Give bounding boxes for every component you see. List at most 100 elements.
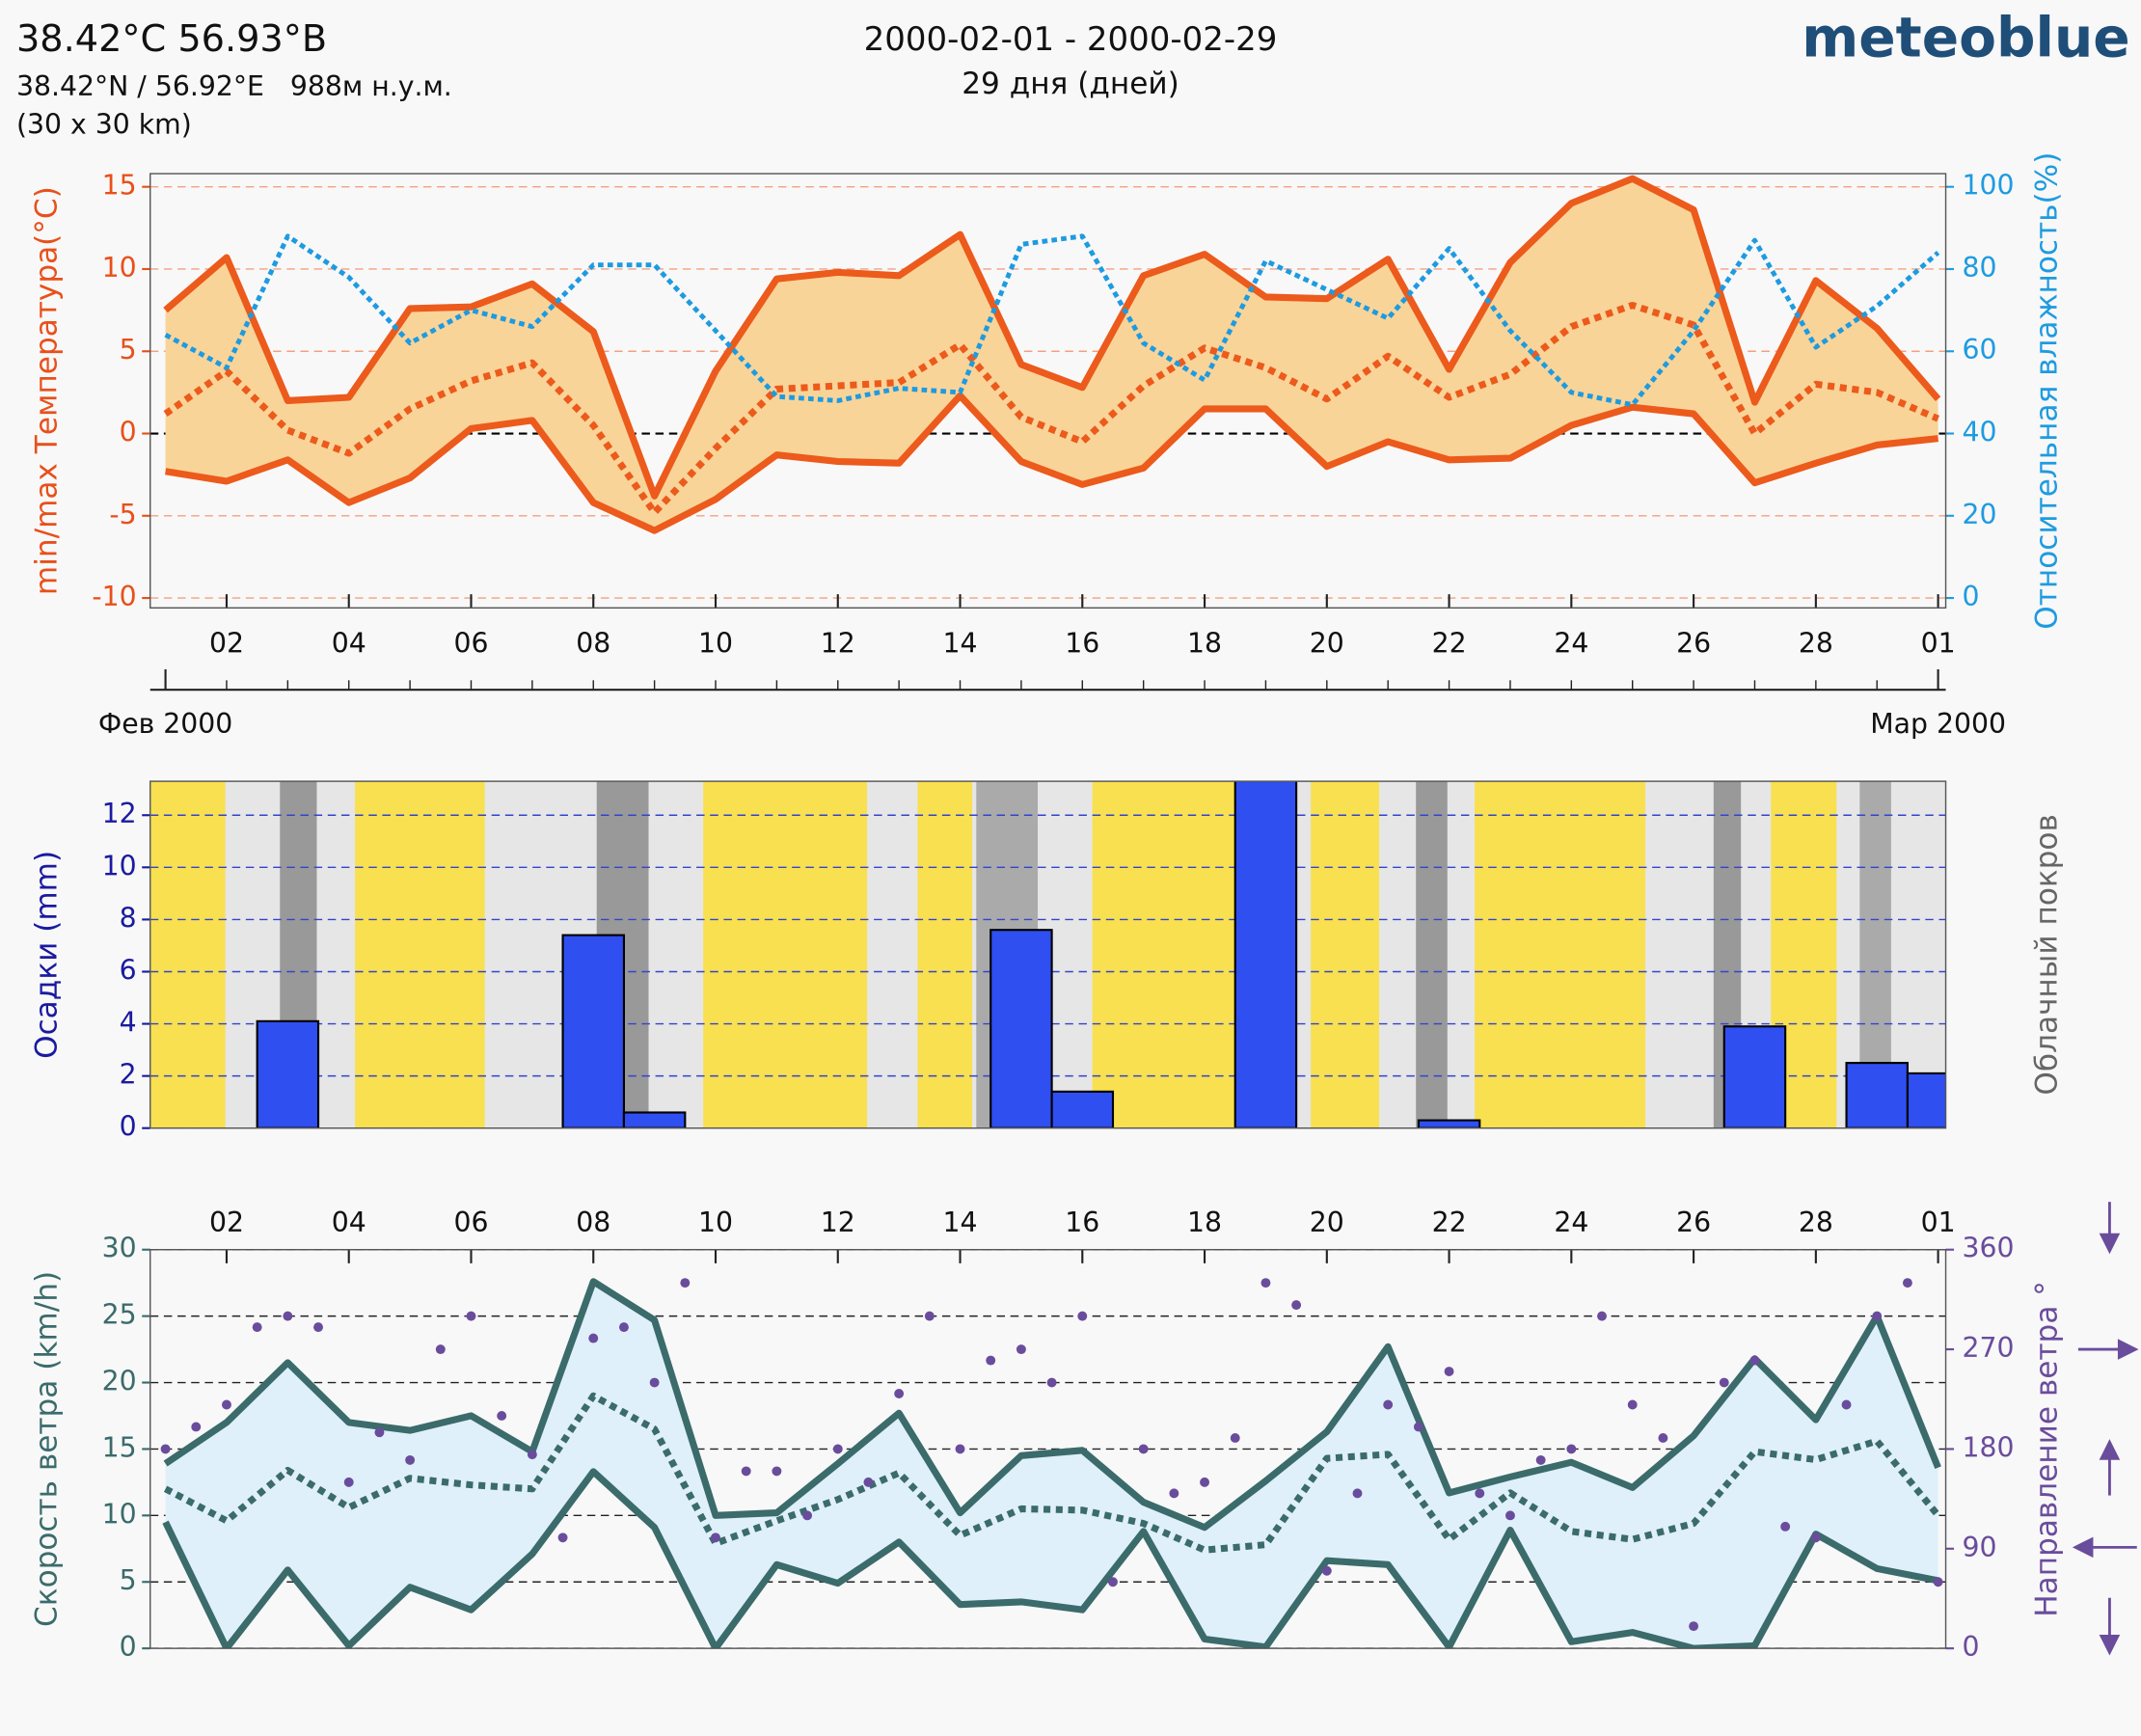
x-tick-label: 08: [576, 1207, 610, 1238]
y-tick-label: 5: [120, 334, 137, 366]
wind-direction-point: [1597, 1311, 1607, 1321]
wind-direction-point: [955, 1444, 965, 1454]
wind-direction-point: [1138, 1444, 1149, 1454]
wind-direction-point: [1841, 1399, 1852, 1410]
x-tick-label: 04: [332, 628, 366, 660]
precip-bar: [1845, 1062, 1909, 1128]
y2-tick-label: 90: [1963, 1532, 1997, 1563]
y-tick-label: 5: [120, 1564, 137, 1596]
wind-direction-point: [222, 1399, 231, 1410]
x-tick-label: 02: [209, 628, 244, 660]
line: [163, 1278, 1941, 1532]
y-tick-label: 30: [102, 1233, 137, 1264]
wind-direction-point: [1933, 1577, 1943, 1587]
resolution: (30 x 30 km): [16, 109, 192, 141]
y2-tick-label: 20: [1963, 499, 1997, 530]
plot-area: [149, 175, 1946, 599]
wind-direction-point: [191, 1422, 202, 1432]
wind-direction-point: [1077, 1311, 1088, 1321]
y-tick-label: 0: [120, 417, 137, 448]
wind-direction-point: [557, 1533, 568, 1543]
wind-direction-point: [343, 1477, 354, 1487]
wind-direction-point: [649, 1377, 660, 1388]
y-tick-label: 8: [120, 902, 137, 934]
y2-tick-label: 100: [1963, 170, 2015, 202]
plot-frame: [149, 1249, 1947, 1649]
month-label: Мар 2000: [1870, 708, 2006, 740]
precip-bar: [1233, 781, 1298, 1128]
wind-direction-point: [1413, 1422, 1423, 1432]
y-axis-label: Осадки (mm): [30, 851, 65, 1059]
y2-tick-label: 360: [1963, 1233, 2015, 1264]
x-tick-label: 16: [1065, 628, 1099, 660]
wind-direction-point: [1383, 1399, 1394, 1410]
wind-direction-point: [618, 1322, 629, 1333]
x-tick-label: 14: [943, 628, 978, 660]
wind-direction-point: [711, 1533, 720, 1543]
x-tick-label: 01: [1921, 1207, 1956, 1238]
wind-direction-point: [1902, 1278, 1912, 1288]
x-tick-label: 08: [576, 628, 610, 660]
plot-frame: [149, 173, 1947, 609]
day-count: 29 дня (дней): [962, 67, 1179, 101]
wind-direction-point: [1291, 1300, 1302, 1311]
wind-direction-point: [1200, 1477, 1210, 1487]
y2-axis-label: Относительная влажность(%): [2030, 152, 2065, 630]
wind-direction-point: [527, 1450, 537, 1460]
y-tick-label: 20: [102, 1366, 137, 1397]
wind-direction-point: [1719, 1377, 1729, 1388]
line: [165, 392, 1938, 534]
location-title: 38.42°C 56.93°В: [16, 18, 327, 61]
wind-direction-point: [802, 1510, 813, 1521]
wind-direction-point: [160, 1444, 171, 1454]
y-tick-label: 10: [102, 1498, 137, 1530]
y-tick-label: 15: [102, 1431, 137, 1463]
wind-direction-point: [1475, 1488, 1485, 1499]
y-tick-label: -10: [92, 581, 136, 612]
wind-direction-point: [374, 1427, 385, 1438]
y-axis-label: min/max Температура(°C): [30, 186, 65, 595]
x-tick-label: 22: [1432, 1207, 1467, 1238]
y-tick-label: 2: [120, 1059, 137, 1091]
y-tick-label: -5: [109, 499, 136, 530]
wind-direction-point: [1108, 1577, 1118, 1587]
wind-direction-point: [832, 1444, 843, 1454]
x-tick-label: 10: [698, 628, 733, 660]
period: 2000-02-01 - 2000-02-29: [864, 20, 1278, 59]
precip-bar: [989, 929, 1053, 1128]
x-tick-label: 26: [1676, 1207, 1711, 1238]
x-tick-label: 24: [1554, 1207, 1588, 1238]
x-tick-label: 04: [332, 1207, 366, 1238]
x-tick-label: 28: [1799, 628, 1833, 660]
x-tick-label: 28: [1799, 1207, 1833, 1238]
wind-direction-point: [924, 1311, 935, 1321]
mean-line: [164, 233, 1940, 408]
y2-tick-label: 60: [1963, 334, 1997, 366]
cloud-cover-background: [149, 781, 1946, 1128]
wind-direction-point: [313, 1322, 323, 1333]
month-label: Фев 2000: [98, 708, 232, 740]
x-tick-label: 20: [1310, 628, 1344, 660]
precip-bar: [1906, 1071, 1946, 1128]
y2-axis-label: Облачный покров: [2030, 814, 2065, 1095]
wind-direction-point: [1535, 1454, 1546, 1465]
y-tick-label: 6: [120, 954, 137, 986]
plot-area: [149, 781, 1946, 1128]
y-tick-label: 10: [102, 850, 137, 882]
y-tick-label: 25: [102, 1299, 137, 1331]
x-tick-label: 18: [1187, 1207, 1222, 1238]
y2-tick-label: 180: [1963, 1431, 2015, 1463]
wind-direction-point: [405, 1454, 416, 1465]
x-tick-label: 06: [453, 628, 488, 660]
x-tick-label: 20: [1310, 1207, 1344, 1238]
wind-direction-point: [772, 1466, 782, 1477]
wind-direction-point: [1016, 1344, 1026, 1355]
precip-bar: [561, 934, 625, 1128]
y2-tick-label: 0: [1963, 581, 1980, 612]
wind-direction-point: [466, 1311, 476, 1321]
wind-direction-point: [497, 1411, 507, 1421]
x-tick-label: 06: [453, 1207, 488, 1238]
precip-bar: [1050, 1090, 1115, 1128]
